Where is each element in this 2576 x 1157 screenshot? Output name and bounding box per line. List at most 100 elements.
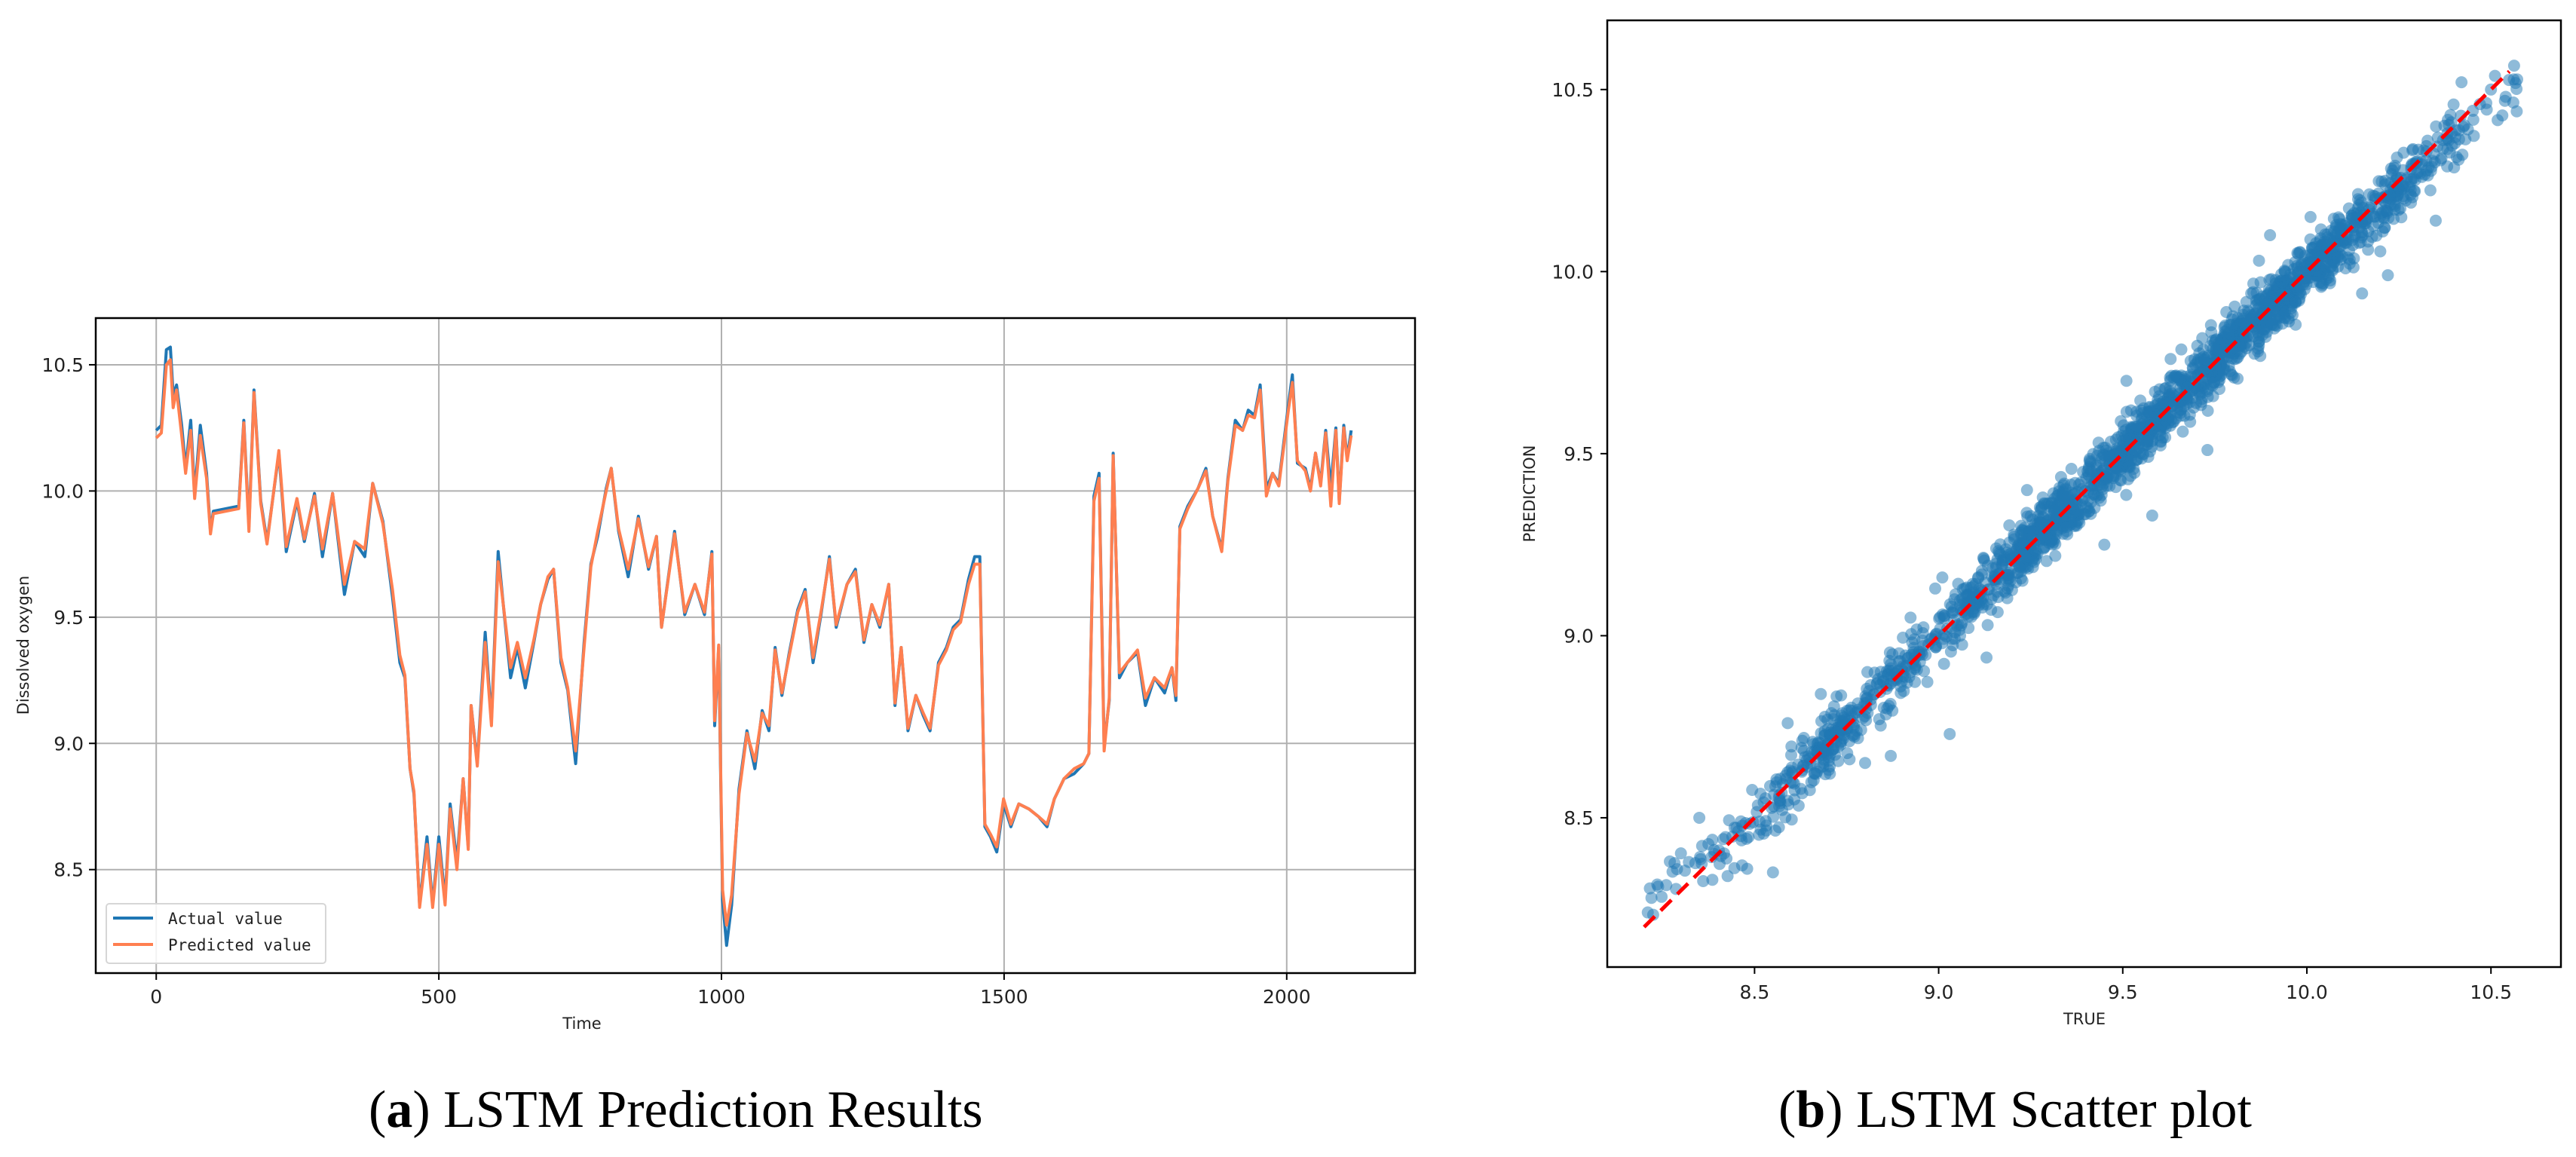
scatter-point: [1897, 632, 1910, 644]
scatter-point: [1921, 675, 1934, 688]
scatter-point: [1960, 590, 1972, 603]
series-lines: [155, 345, 1353, 947]
axis-ticks: 0 500 1000 1500 2000 8.5 9.0 9.5 10.0 10.5: [41, 354, 1310, 1008]
scatter-point: [1803, 784, 1816, 797]
scatter-point: [2003, 536, 2016, 549]
scatter-point: [1949, 626, 1962, 638]
scatter-point: [1845, 704, 1858, 717]
y-tick-label: 9.0: [54, 733, 84, 754]
scatter-point: [2208, 375, 2220, 388]
scatter-point: [2081, 468, 2094, 481]
scatter-point: [1694, 852, 1707, 865]
scatter-point: [2461, 123, 2474, 136]
scatter-point: [2499, 90, 2512, 103]
scatter-point: [2098, 538, 2111, 551]
scatter-point: [1996, 556, 2009, 569]
scatter-point: [2054, 470, 2067, 483]
x-tick-label: 1000: [697, 986, 746, 1008]
x-axis-label: TRUE: [2063, 1010, 2106, 1028]
scatter-point: [2120, 375, 2133, 387]
scatter-point: [1894, 687, 1907, 699]
scatter-point: [1772, 791, 1785, 804]
scatter-point: [2149, 399, 2161, 412]
scatter-point: [2348, 230, 2361, 243]
y-tick-label: 8.5: [1564, 807, 1594, 829]
x-tick-label: 2000: [1263, 986, 1311, 1008]
scatter-point: [2444, 109, 2457, 121]
scatter-point: [2005, 547, 2017, 560]
scatter-point: [2332, 251, 2345, 264]
scatter-point: [2176, 425, 2189, 438]
scatter-point: [2400, 173, 2413, 186]
scatter-point: [1683, 856, 1695, 868]
scatter-point: [2447, 98, 2460, 111]
caption-a-letter: a: [386, 1081, 412, 1139]
scatter-point: [2363, 188, 2375, 200]
scatter-point: [2443, 146, 2456, 159]
scatter-point: [1843, 753, 1856, 766]
scatter-point: [2372, 204, 2385, 216]
scatter-point: [2268, 301, 2280, 314]
scatter-point: [2038, 534, 2051, 546]
scatter-point: [1981, 619, 1994, 632]
scatter-point: [2030, 522, 2043, 535]
x-tick-label: 0: [150, 986, 162, 1008]
x-tick-label: 9.5: [2108, 981, 2138, 1003]
scatter-point: [1721, 870, 1734, 883]
y-axis-label: PREDICTION: [1521, 445, 1539, 543]
axis-ticks: 8.5 9.0 9.5 10.0 10.5 8.5 9.0 9.5 10.0 10.5: [1551, 79, 2512, 1003]
scatter-point: [1937, 657, 1950, 670]
scatter-point: [1720, 852, 1733, 865]
scatter-point: [2253, 254, 2265, 267]
x-tick-label: 8.5: [1739, 981, 1769, 1003]
y-tick-label: 9.5: [54, 607, 84, 629]
legend-box: [106, 903, 326, 964]
identity-reference-line: [1643, 69, 2511, 929]
scatter-point: [1770, 776, 1783, 788]
scatter-point: [1781, 717, 1794, 730]
scatter-point: [2024, 510, 2037, 522]
y-tick-label: 8.5: [54, 859, 84, 881]
scatter-point: [1751, 799, 1764, 812]
scatter-point: [2134, 394, 2147, 407]
scatter-point: [1806, 736, 1819, 748]
scatter-point: [1956, 638, 1968, 651]
scatter-point: [1909, 675, 1922, 688]
x-tick-label: 9.0: [1924, 981, 1954, 1003]
scatter-point: [1641, 906, 1654, 919]
scatter-point: [1730, 822, 1743, 834]
scatter-point: [1885, 658, 1898, 671]
scatter-point: [2378, 178, 2391, 191]
scatter-point: [2449, 131, 2461, 143]
actual-value-line: [155, 345, 1353, 947]
scatter-point: [1943, 598, 1956, 611]
scatter-point: [1936, 571, 1949, 584]
scatter-point: [1904, 611, 1917, 624]
scatter-point: [2370, 229, 2383, 242]
scatter-point: [1830, 690, 1843, 702]
scatter-point: [1693, 811, 1706, 824]
scatter-point: [1785, 740, 1798, 753]
legend: Actual value Predicted value: [106, 903, 326, 964]
scatter-point: [2225, 368, 2238, 381]
caption-b-letter: b: [1796, 1081, 1825, 1139]
scatter-point: [2510, 83, 2523, 95]
caption-b: (b) LSTM Scatter plot: [1778, 1081, 2253, 1139]
scatter-point: [1934, 623, 1947, 635]
scatter-point: [2124, 470, 2137, 482]
scatter-point: [2175, 343, 2188, 356]
x-axis-label: Time: [562, 1015, 601, 1033]
scatter-point: [1913, 646, 1925, 659]
scatter-point: [2002, 582, 2014, 595]
scatter-point: [2126, 448, 2139, 461]
scatter-point: [2507, 60, 2520, 72]
scatter-point: [1899, 649, 1912, 662]
scatter-point: [2201, 444, 2214, 457]
y-tick-label: 10.0: [1551, 261, 1594, 283]
scatter-point: [1788, 793, 1801, 806]
y-tick-label: 9.0: [1564, 625, 1594, 647]
scatter-point: [2201, 405, 2214, 417]
scatter-point: [1860, 714, 1873, 727]
scatter-point: [2084, 452, 2096, 465]
